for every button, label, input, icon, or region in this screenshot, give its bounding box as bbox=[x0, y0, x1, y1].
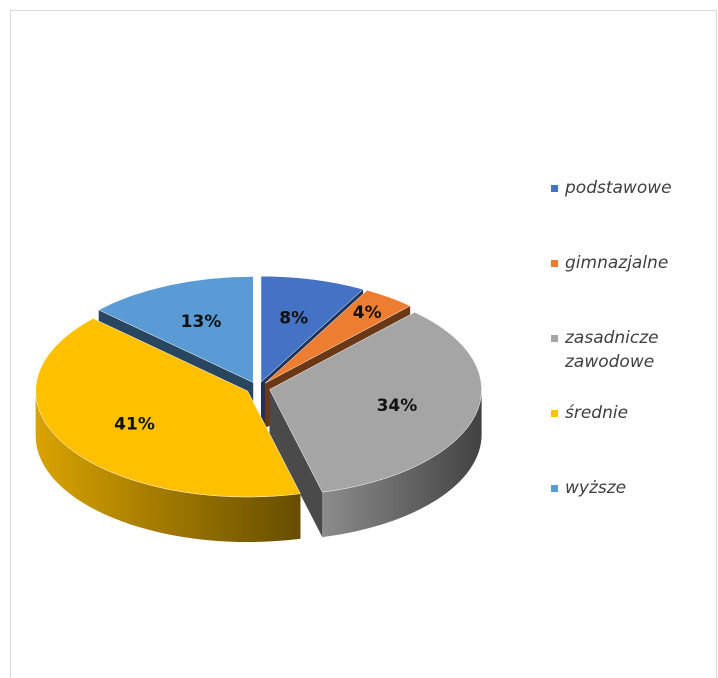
data-label: 41% bbox=[114, 415, 155, 435]
legend-label: zasadnicze zawodowe bbox=[565, 328, 659, 372]
legend-swatch bbox=[551, 335, 558, 342]
data-label: 13% bbox=[181, 312, 222, 332]
legend-label: wyższe bbox=[565, 478, 627, 498]
slice bbox=[35, 318, 301, 498]
slice-tops bbox=[35, 275, 482, 498]
slice-wall bbox=[35, 391, 301, 543]
legend-label: średnie bbox=[565, 403, 629, 423]
frame-border bbox=[10, 10, 717, 678]
slice bbox=[260, 275, 364, 383]
slice bbox=[98, 276, 254, 383]
slice bbox=[264, 289, 411, 384]
slice-radial-face bbox=[269, 389, 323, 538]
slice-walls bbox=[35, 389, 482, 543]
data-label: 8% bbox=[279, 309, 308, 329]
legend-swatch bbox=[551, 410, 558, 417]
slice bbox=[269, 311, 482, 493]
legend-swatch bbox=[551, 185, 558, 192]
slice-wall bbox=[322, 389, 482, 538]
legend-swatch bbox=[551, 485, 558, 492]
data-label: 4% bbox=[353, 303, 382, 323]
legend-label: gimnazjalne bbox=[565, 253, 669, 273]
legend-label: podstawowe bbox=[565, 178, 672, 198]
data-label: 34% bbox=[377, 396, 418, 416]
legend-swatch bbox=[551, 260, 558, 267]
